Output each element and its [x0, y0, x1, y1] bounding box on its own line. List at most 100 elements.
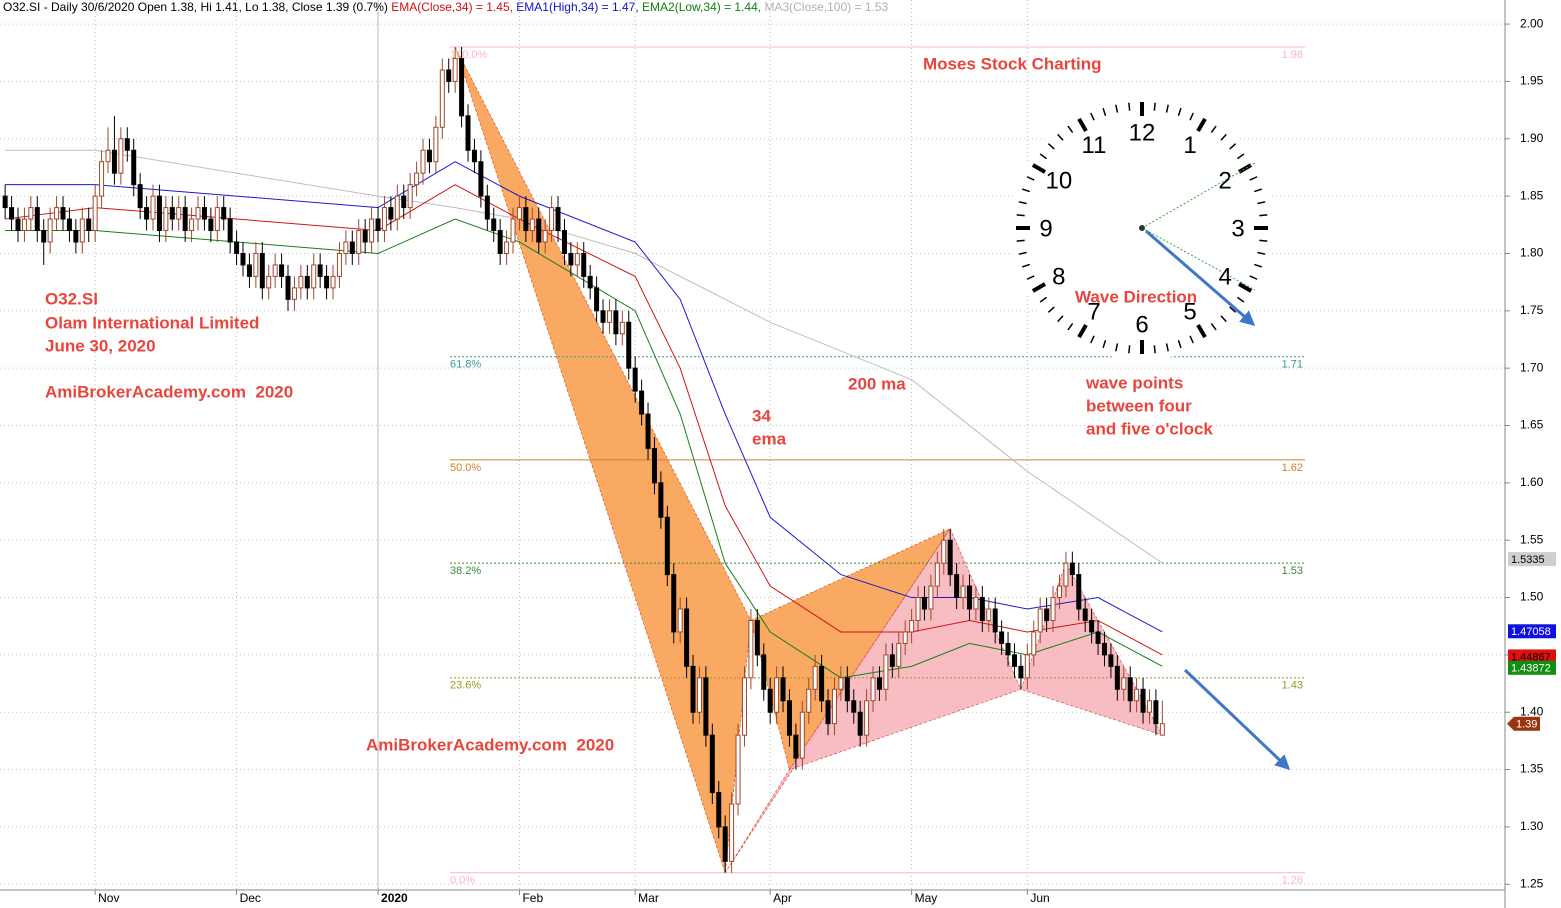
candle-body [1114, 665, 1120, 690]
candle-body [741, 677, 747, 736]
candle-body [21, 218, 27, 232]
candle-body [401, 195, 407, 209]
candle-body [999, 631, 1005, 644]
candle-body [909, 619, 915, 633]
candle-body [574, 252, 580, 266]
candle-body [1076, 574, 1082, 610]
y-tick-label: 1.35 [1520, 762, 1544, 776]
candle-body [857, 711, 863, 736]
candle-body [716, 792, 722, 828]
candle-body [439, 69, 445, 128]
candle-body [394, 195, 400, 220]
y-tick-label: 1.55 [1520, 532, 1544, 546]
clock-number: 5 [1183, 298, 1196, 325]
clock-tick [1021, 188, 1031, 193]
candle-body [1037, 608, 1043, 633]
candle-body [831, 688, 837, 725]
candle-body [1050, 597, 1056, 621]
candle-body [369, 218, 375, 243]
candle-body [594, 287, 600, 312]
x-tick-label: Dec [240, 891, 261, 905]
candle-body [709, 734, 715, 794]
header: O32.SI - Daily 30/6/2020 Open 1.38, Hi 1… [3, 0, 888, 14]
clock-tick [1259, 214, 1268, 217]
y-tick-label: 1.80 [1520, 246, 1544, 260]
clock-tick [1189, 112, 1194, 121]
clock-tick [1018, 251, 1027, 255]
candle-body [285, 275, 291, 300]
candle-body [774, 677, 780, 713]
candle-body [600, 310, 606, 323]
candle-body [343, 241, 349, 254]
clock-tick [1165, 343, 1169, 352]
annotation: Wave Direction [1075, 287, 1197, 306]
candle-body [1146, 700, 1152, 713]
annotation: AmiBrokerAcademy.com 2020 [366, 735, 614, 754]
candle-body [542, 230, 548, 243]
candle-body [536, 218, 542, 243]
candle-body [690, 665, 696, 713]
clock-tick [1189, 335, 1194, 344]
header-part: EMA2(Low,34) = 1.44, [642, 0, 764, 14]
clock-tick [1210, 125, 1217, 133]
clock-tick [1210, 323, 1217, 331]
candle-body [317, 264, 323, 277]
clock-tick [1153, 102, 1156, 111]
clock-tick [1229, 306, 1237, 313]
candle-body [1108, 654, 1114, 667]
candle-body [144, 207, 150, 220]
candle-body [2, 195, 8, 209]
candle-body [208, 218, 214, 232]
y-tick-label: 1.75 [1520, 303, 1544, 317]
candle-body [41, 230, 47, 243]
annotation: ema [752, 429, 787, 448]
y-tick-label: 1.50 [1520, 590, 1544, 604]
y-tick-label: 2.00 [1520, 16, 1544, 30]
candle-body [28, 207, 34, 220]
candle-body [658, 482, 664, 518]
clock-number: 4 [1218, 263, 1231, 290]
candle-body [806, 688, 812, 713]
candle-body [111, 149, 117, 174]
candle-body [54, 207, 60, 220]
clock-tick [1177, 107, 1182, 117]
candle-body [156, 195, 162, 232]
candle-body [1101, 642, 1107, 656]
header-part: EMA1(High,34) = 1.47, [516, 0, 642, 14]
y-tick-label: 1.90 [1520, 131, 1544, 145]
clock-tick [1021, 263, 1031, 268]
candle-body [324, 275, 330, 289]
x-tick-label: Apr [773, 891, 792, 905]
candle-body [626, 321, 632, 369]
candle-body [298, 275, 304, 289]
candle-body [1153, 700, 1159, 725]
candle-body [291, 287, 297, 300]
clock-tick [1237, 153, 1245, 160]
candle-body [587, 275, 593, 289]
candle-body [966, 585, 972, 610]
price-badge [1508, 552, 1556, 567]
annotation: and five o'clock [1086, 419, 1213, 438]
clock-number: 6 [1135, 311, 1148, 338]
candle-body [420, 149, 426, 174]
clock-hand [1141, 227, 1256, 291]
price-badge [1507, 716, 1540, 731]
candle-body [189, 218, 195, 232]
direction-arrow [1183, 668, 1291, 771]
clock-number: 12 [1129, 119, 1156, 146]
clock-tick [1259, 239, 1268, 242]
candle-body [549, 207, 555, 232]
y-tick-label: 1.70 [1520, 360, 1544, 374]
clock-tick [1229, 143, 1237, 150]
price-badge [1508, 660, 1556, 675]
candle-body [1095, 631, 1101, 644]
annotation: Olam International Limited [45, 313, 259, 332]
candle-body [889, 654, 895, 667]
clock-tick [1067, 125, 1074, 133]
candle-body [819, 665, 825, 702]
candle-body [722, 826, 728, 862]
candle-body [928, 585, 934, 610]
